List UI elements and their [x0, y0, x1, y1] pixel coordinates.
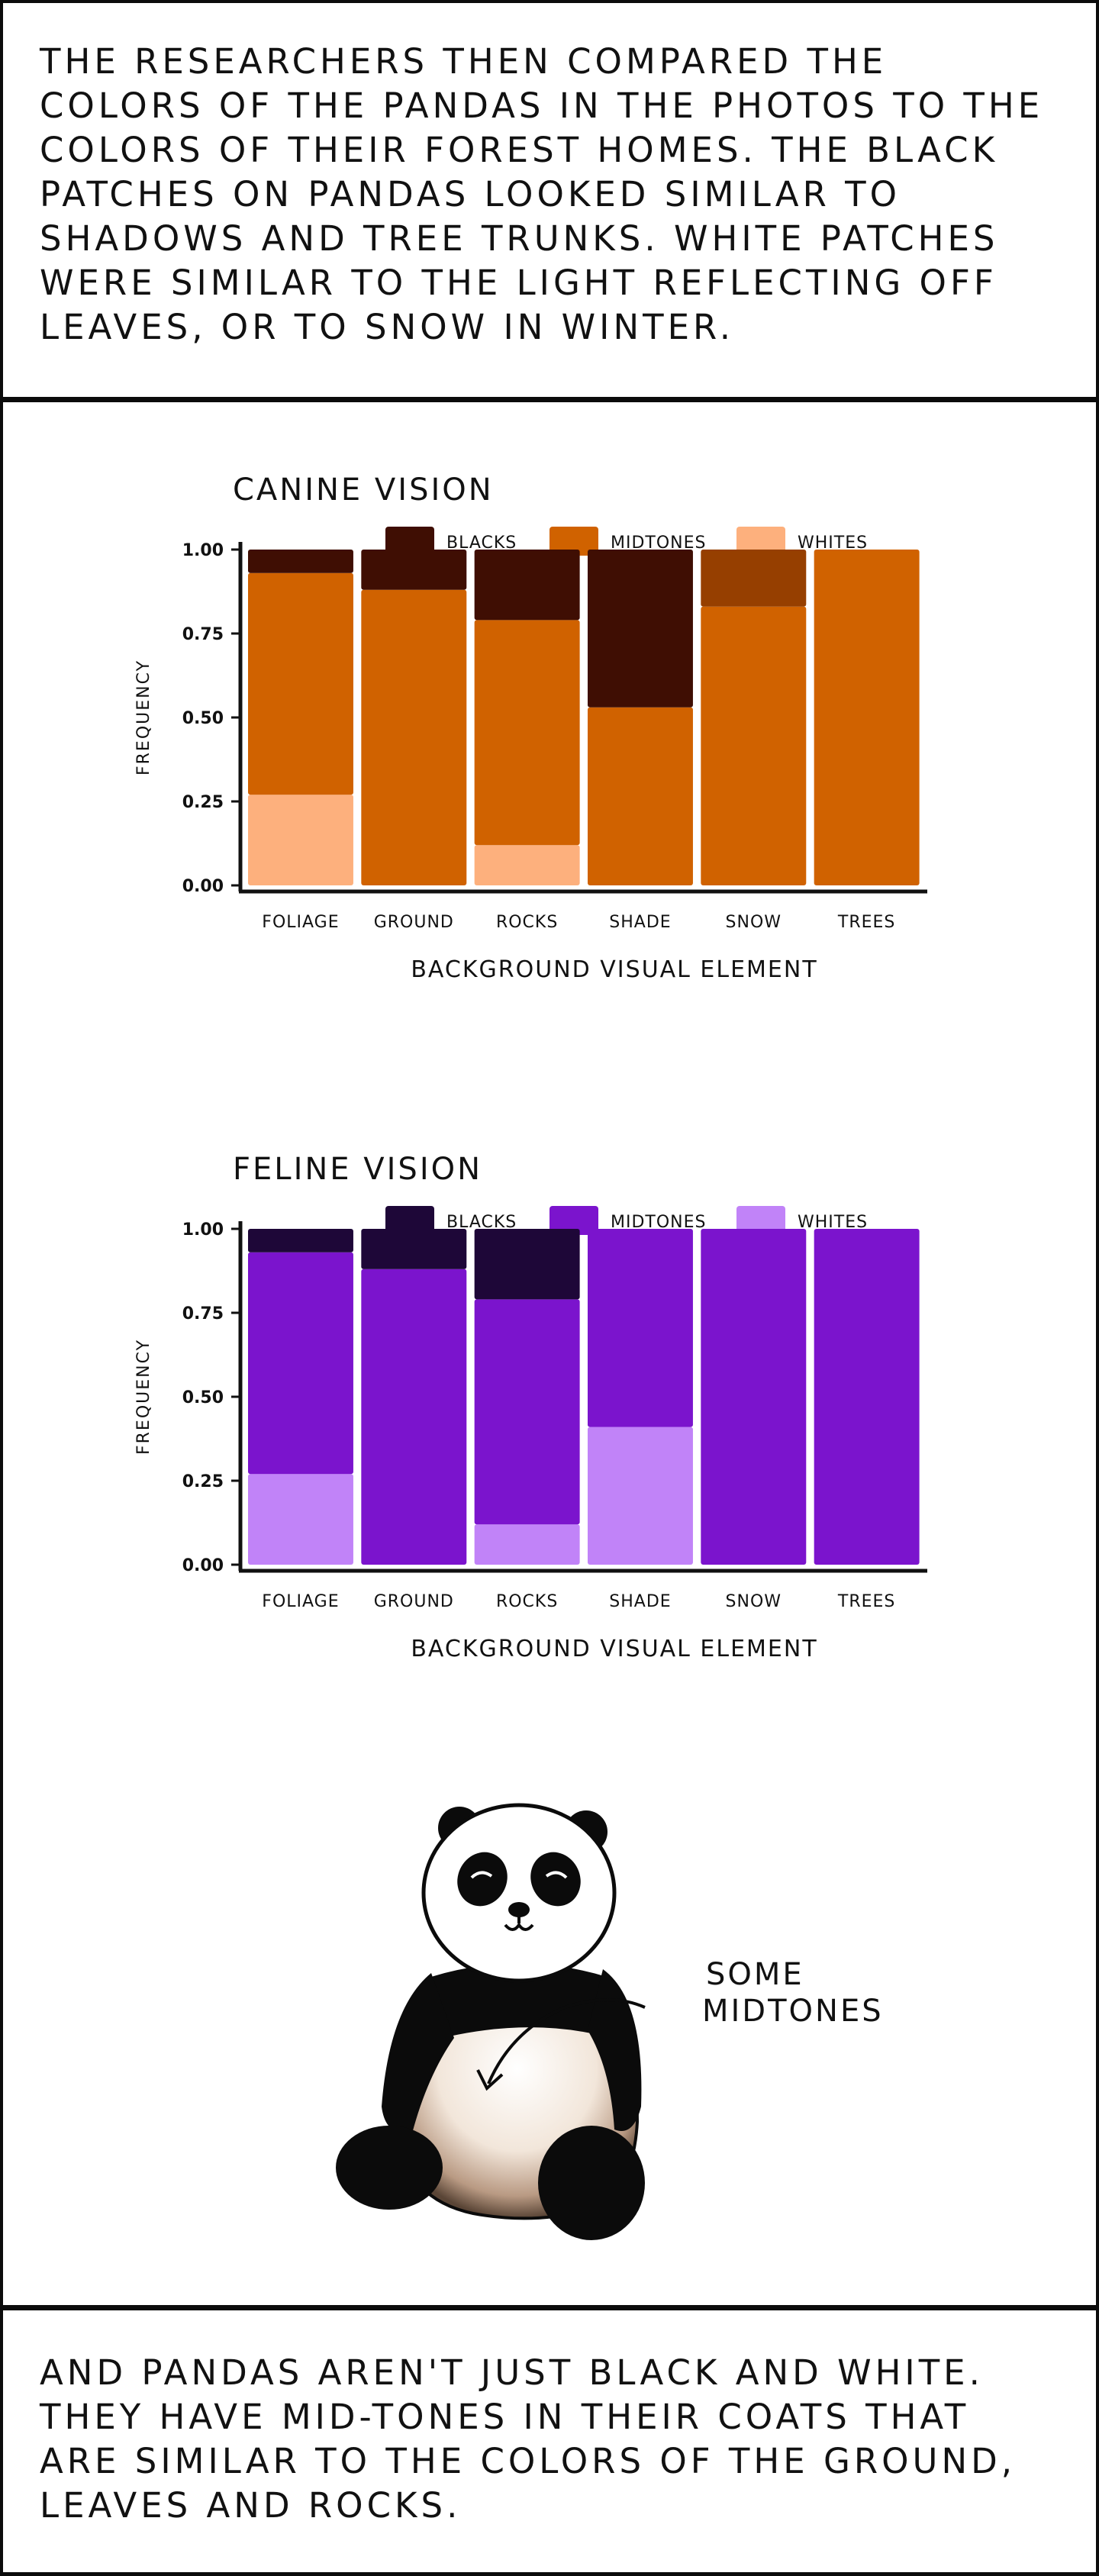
bar-foliage-midtones — [248, 1252, 353, 1475]
bar-rocks-midtones — [474, 1299, 580, 1525]
x-tick-label-snow: Snow — [726, 913, 782, 932]
canine-vision-chart: Canine Vision Blacks Midtones Whites 1.00 0.7… — [134, 472, 927, 983]
bar-snow-midtones — [701, 606, 807, 885]
legend-label-whites: Whites — [798, 1213, 868, 1232]
panda-right-eye-patch — [530, 1852, 581, 1907]
panda-right-arm — [588, 1969, 642, 2131]
y-tick-label: 0.50 — [182, 1388, 224, 1407]
x-tick-label-ground: Ground — [374, 1592, 454, 1611]
bar-shade-midtones — [588, 1229, 693, 1427]
bottom-caption: And pandas aren't just black and white. … — [40, 2352, 1017, 2526]
bar-ground-blacks — [361, 550, 467, 590]
panel-divider-bottom — [0, 2305, 1099, 2310]
panda-annotation-line2: midtones — [702, 1994, 884, 2029]
legend-swatch-blacks — [385, 527, 434, 556]
y-tick-label: 0.50 — [182, 709, 224, 728]
bar-rocks-blacks — [474, 1229, 580, 1300]
x-tick-label-snow: Snow — [726, 1592, 782, 1611]
feline-vision-chart: Feline Vision Blacks Midtones Whites 1.00 0.7… — [134, 1152, 927, 1662]
bar-foliage-whites — [248, 1474, 353, 1565]
legend-swatch-whites — [736, 527, 785, 556]
panda-nose — [508, 1902, 530, 1917]
x-tick-label-foliage: Foliage — [262, 913, 339, 932]
bar-ground-blacks — [361, 1229, 467, 1269]
legend-label-whites: Whites — [798, 534, 868, 553]
top-border — [0, 0, 1099, 3]
bar-trees-midtones — [814, 550, 920, 885]
panda-right-eye — [545, 1871, 568, 1879]
y-axis-label: Frequency — [134, 659, 153, 775]
bar-foliage-blacks — [248, 1229, 353, 1253]
bar-rocks-whites — [474, 845, 580, 885]
y-tick-label: 0.25 — [182, 793, 224, 812]
legend-label-midtones: Midtones — [611, 534, 707, 553]
right-border — [1096, 0, 1099, 2576]
chart-title: Canine Vision — [233, 472, 494, 508]
x-tick-label-foliage: Foliage — [262, 1592, 339, 1611]
legend-swatch-whites — [736, 1206, 785, 1235]
panda-left-arm — [382, 1973, 454, 2134]
legend-swatch-midtones — [550, 527, 598, 556]
x-tick-label-trees: Trees — [837, 1592, 896, 1611]
midtones-arrow-head — [476, 2069, 504, 2091]
top-caption: The researchers then compared the colors… — [40, 41, 1044, 347]
x-tick-label-shade: Shade — [609, 1592, 671, 1611]
panel-divider-top — [0, 397, 1099, 402]
legend-label-midtones: Midtones — [611, 1213, 707, 1232]
y-tick-label: 0.75 — [182, 1304, 224, 1323]
bar-snow-blacks — [701, 550, 807, 607]
legend-label-blacks: Blacks — [446, 534, 517, 553]
panda-left-eye-patch — [457, 1852, 508, 1907]
panda-head — [421, 1803, 617, 1983]
panda-right-leg — [538, 2126, 645, 2240]
x-tick-label-rocks: Rocks — [496, 913, 558, 932]
bar-foliage-whites — [248, 795, 353, 885]
y-tick-label: 0.25 — [182, 1472, 224, 1491]
x-tick-label-shade: Shade — [609, 913, 671, 932]
bar-rocks-blacks — [474, 550, 580, 621]
y-tick-label: 0.00 — [182, 877, 224, 896]
chart-title: Feline Vision — [233, 1152, 482, 1187]
panda-mouth — [504, 1916, 534, 1931]
bar-foliage-blacks — [248, 550, 353, 573]
bar-ground-midtones — [361, 589, 467, 885]
legend-swatch-blacks — [385, 1206, 434, 1235]
legend-swatch-midtones — [550, 1206, 598, 1235]
legend-label-blacks: Blacks — [446, 1213, 517, 1232]
panda-chest-band — [422, 1963, 616, 2042]
y-axis-label: Frequency — [134, 1339, 153, 1455]
y-tick-label: 1.00 — [182, 1220, 224, 1240]
panda-left-eye — [470, 1871, 493, 1879]
x-tick-label-rocks: Rocks — [496, 1592, 558, 1611]
bar-ground-midtones — [361, 1269, 467, 1565]
bar-snow-midtones — [701, 1229, 807, 1565]
bar-trees-midtones — [814, 1229, 920, 1565]
midtones-arrow — [487, 1998, 646, 2084]
panda-left-leg — [336, 2126, 443, 2210]
bar-shade-midtones — [588, 707, 693, 885]
bar-shade-blacks — [588, 550, 693, 708]
y-tick-label: 0.00 — [182, 1556, 224, 1575]
panda-illustration: Some midtones — [336, 1803, 884, 2240]
bar-rocks-midtones — [474, 620, 580, 846]
bar-rocks-whites — [474, 1524, 580, 1565]
y-tick-label: 1.00 — [182, 541, 224, 560]
x-tick-label-trees: Trees — [837, 913, 896, 932]
bar-foliage-midtones — [248, 572, 353, 795]
bar-shade-whites — [588, 1427, 693, 1565]
x-axis-label: Background visual element — [411, 1636, 817, 1662]
x-axis-label: Background visual element — [411, 956, 817, 983]
panda-annotation-line1: Some — [706, 1957, 804, 1992]
y-tick-label: 0.75 — [182, 625, 224, 644]
x-tick-label-ground: Ground — [374, 913, 454, 932]
left-border — [0, 0, 3, 2576]
bottom-border — [0, 2572, 1099, 2576]
